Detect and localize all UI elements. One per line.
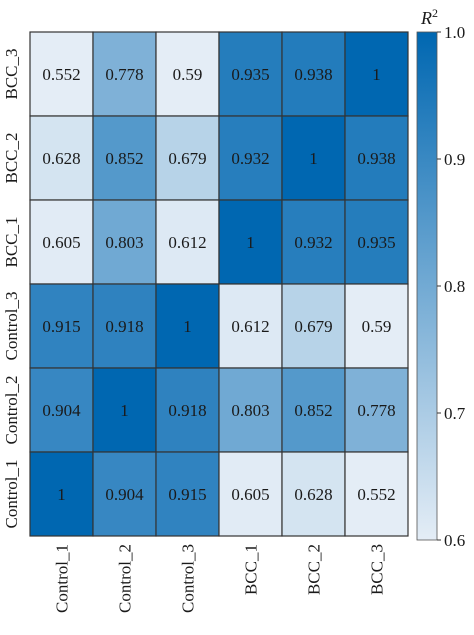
cell-value-label: 0.915: [168, 485, 206, 504]
cell-value-label: 0.904: [105, 485, 144, 504]
colorbar-tick-label: 0.7: [444, 404, 466, 423]
cell-value-label: 0.628: [294, 485, 332, 504]
heatmap-cell: [281, 283, 346, 369]
column-label: BCC_1: [242, 544, 261, 595]
cell-value-label: 0.778: [105, 65, 143, 84]
cell-value-label: 0.918: [168, 401, 206, 420]
cell-value-label: 0.932: [294, 233, 332, 252]
heatmap-cell: [155, 31, 220, 117]
cell-value-label: 0.935: [357, 233, 395, 252]
heatmap-cell: [281, 199, 346, 285]
cell-value-label: 1: [246, 233, 255, 252]
cell-value-label: 0.679: [294, 317, 332, 336]
cell-value-label: 1: [183, 317, 192, 336]
cell-value-label: 0.935: [231, 65, 269, 84]
heatmap-cell: [344, 31, 409, 117]
heatmap-cell: [218, 199, 283, 285]
heatmap-cell: [344, 283, 409, 369]
cell-value-label: 0.803: [105, 233, 143, 252]
heatmap-cell: [29, 283, 94, 369]
column-label: Control_2: [116, 544, 135, 613]
heatmap-cell: [29, 451, 94, 537]
cell-value-label: 1: [57, 485, 66, 504]
cell-value-label: 0.605: [231, 485, 269, 504]
colorbar-title-superscript: 2: [432, 6, 438, 20]
row-label: Control_1: [2, 460, 21, 529]
cell-value-label: 0.59: [173, 65, 203, 84]
heatmap-cell: [92, 199, 157, 285]
heatmap-cell: [29, 367, 94, 453]
column-labels: Control_1 Control_2 Control_3 BCC_1 BCC_2 BCC…: [53, 544, 387, 613]
cell-value-label: 0.552: [42, 65, 80, 84]
heatmap-cell: [155, 283, 220, 369]
heatmap-cells: 0.552 0.778 0.59 0.935 0.938 1 0.628 0.852 0.679…: [29, 31, 409, 537]
column-label: BCC_3: [368, 544, 387, 595]
cell-value-label: 1: [120, 401, 129, 420]
heatmap-cell: [218, 367, 283, 453]
colorbar-tick-label: 0.9: [444, 150, 465, 169]
cell-value-label: 0.915: [42, 317, 80, 336]
heatmap-cell: [344, 367, 409, 453]
cell-value-label: 0.803: [231, 401, 269, 420]
heatmap-cell: [218, 451, 283, 537]
cell-value-label: 0.778: [357, 401, 395, 420]
cell-value-label: 0.628: [42, 149, 80, 168]
cell-value-label: 0.852: [294, 401, 332, 420]
heatmap-cell: [344, 115, 409, 201]
column-label: Control_3: [179, 544, 198, 613]
row-label: Control_3: [2, 292, 21, 361]
row-labels: BCC_3 BCC_2 BCC_1 Control_3 Control_2 Control…: [2, 48, 21, 528]
column-label: BCC_2: [305, 544, 324, 595]
cell-value-label: 0.612: [231, 317, 269, 336]
heatmap-cell: [92, 283, 157, 369]
heatmap-cell: [281, 367, 346, 453]
cell-value-label: 0.938: [357, 149, 395, 168]
heatmap-cell: [281, 451, 346, 537]
cell-value-label: 0.918: [105, 317, 143, 336]
cell-value-label: 0.938: [294, 65, 332, 84]
cell-value-label: 1: [309, 149, 318, 168]
heatmap-cell: [92, 115, 157, 201]
colorbar-tick-label: 0.8: [444, 277, 465, 296]
row-label: Control_2: [2, 376, 21, 445]
colorbar-tick-label: 0.6: [444, 531, 465, 550]
cell-value-label: 0.605: [42, 233, 80, 252]
cell-value-label: 0.59: [362, 317, 392, 336]
column-label: Control_1: [53, 544, 72, 613]
cell-value-label: 0.904: [42, 401, 81, 420]
heatmap-cell: [218, 115, 283, 201]
cell-value-label: 0.679: [168, 149, 206, 168]
colorbar-legend: R2 1.0 0.9 0.8 0.7 0.6: [416, 6, 466, 550]
row-label: BCC_3: [2, 48, 21, 99]
row-label: BCC_1: [2, 216, 21, 267]
colorbar-title: R2: [420, 6, 438, 28]
cell-value-label: 1: [372, 65, 381, 84]
cell-value-label: 0.552: [357, 485, 395, 504]
colorbar-gradient: [416, 31, 438, 541]
row-label: BCC_2: [2, 132, 21, 183]
colorbar-title-main: R: [420, 8, 432, 28]
colorbar-tick-label: 1.0: [444, 23, 465, 42]
heatmap-cell: [92, 31, 157, 117]
heatmap-cell: [218, 283, 283, 369]
cell-value-label: 0.852: [105, 149, 143, 168]
cell-value-label: 0.612: [168, 233, 206, 252]
cell-value-label: 0.932: [231, 149, 269, 168]
heatmap-cell: [344, 199, 409, 285]
heatmap-cell: [344, 451, 409, 537]
heatmap-cell: [29, 31, 94, 117]
heatmap-cell: [155, 367, 220, 453]
